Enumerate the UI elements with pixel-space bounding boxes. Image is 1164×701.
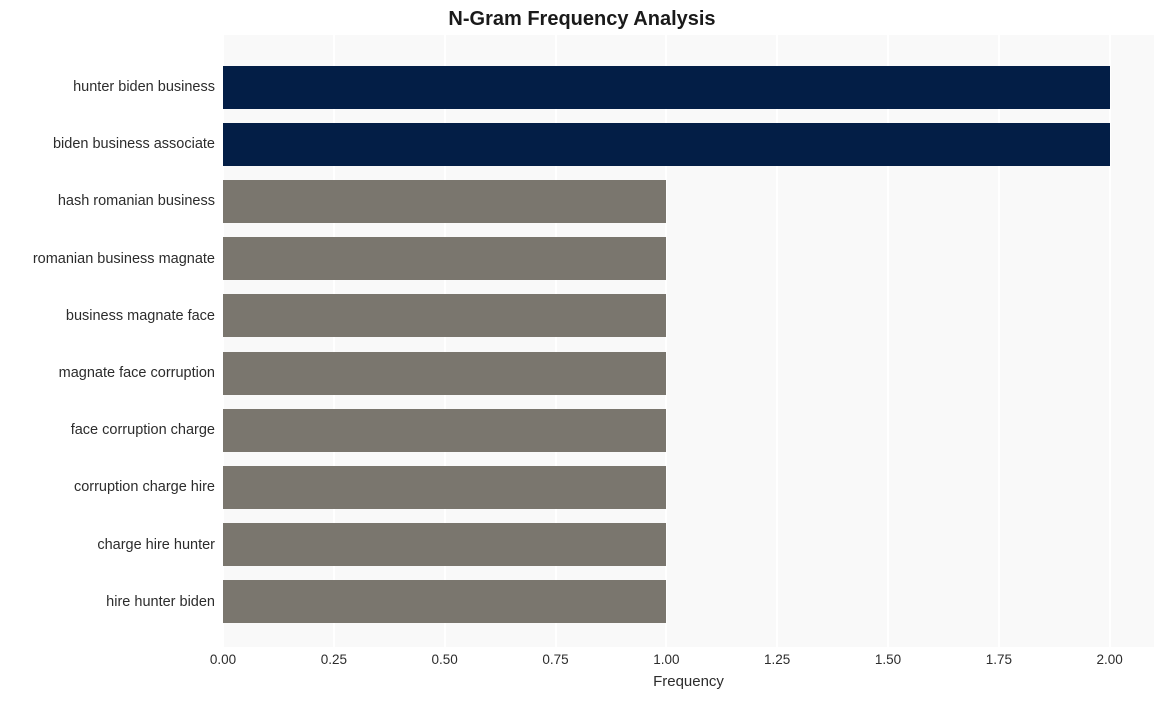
bar-fill	[223, 66, 1110, 109]
y-tick-label: face corruption charge	[71, 422, 215, 438]
bar: hunter biden business	[223, 66, 1110, 109]
bar-fill	[223, 466, 666, 509]
y-tick-label: business magnate face	[66, 308, 215, 324]
x-tick-label: 2.00	[1097, 652, 1123, 667]
bar: corruption charge hire	[223, 466, 666, 509]
x-tick-label: 1.00	[653, 652, 679, 667]
x-tick-label: 1.75	[986, 652, 1012, 667]
y-tick-label: hash romanian business	[58, 193, 215, 209]
bar: biden business associate	[223, 123, 1110, 166]
bar-fill	[223, 580, 666, 623]
bar: business magnate face	[223, 294, 666, 337]
y-tick-label: biden business associate	[53, 136, 215, 152]
y-tick-label: magnate face corruption	[59, 365, 215, 381]
bar-fill	[223, 123, 1110, 166]
x-tick-label: 1.25	[764, 652, 790, 667]
bar-fill	[223, 294, 666, 337]
y-tick-label: charge hire hunter	[97, 537, 215, 553]
bar: magnate face corruption	[223, 352, 666, 395]
plot-area: Frequency 0.000.250.500.751.001.251.501.…	[223, 35, 1154, 647]
bar-fill	[223, 237, 666, 280]
x-tick-label: 0.00	[210, 652, 236, 667]
bar-fill	[223, 180, 666, 223]
bar-fill	[223, 409, 666, 452]
x-tick-label: 0.25	[321, 652, 347, 667]
bar: hash romanian business	[223, 180, 666, 223]
bar: romanian business magnate	[223, 237, 666, 280]
ngram-frequency-chart: N-Gram Frequency Analysis Frequency 0.00…	[0, 0, 1164, 701]
bar: charge hire hunter	[223, 523, 666, 566]
chart-title: N-Gram Frequency Analysis	[0, 8, 1164, 31]
x-axis-title: Frequency	[223, 673, 1154, 690]
y-tick-label: hunter biden business	[73, 79, 215, 95]
y-tick-label: romanian business magnate	[33, 251, 215, 267]
x-tick-label: 1.50	[875, 652, 901, 667]
y-tick-label: hire hunter biden	[106, 594, 215, 610]
y-tick-label: corruption charge hire	[74, 479, 215, 495]
bar-fill	[223, 523, 666, 566]
bar: hire hunter biden	[223, 580, 666, 623]
bar: face corruption charge	[223, 409, 666, 452]
x-tick-label: 0.50	[432, 652, 458, 667]
bar-fill	[223, 352, 666, 395]
x-tick-label: 0.75	[542, 652, 568, 667]
